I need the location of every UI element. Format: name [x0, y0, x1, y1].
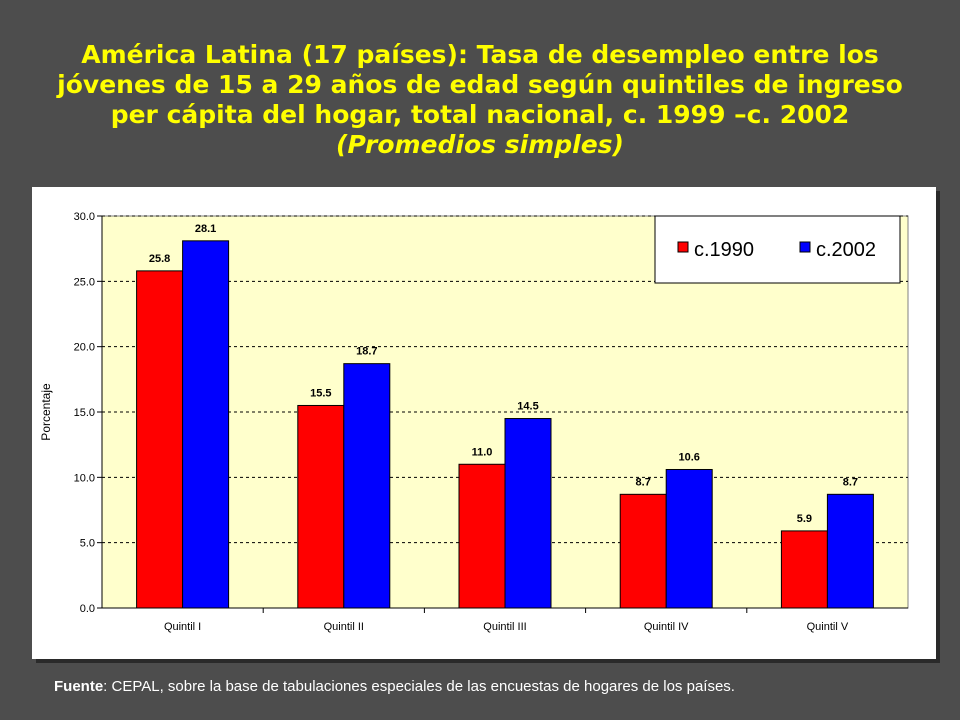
bar-chart: 0.0 5.0 10.0 15.0 20.0 25.0 30.0 Porcentaje 25.8… [39, 211, 909, 633]
legend [654, 215, 901, 284]
data-label: 11.0 [472, 446, 493, 458]
data-label: 5.9 [797, 513, 812, 525]
title-line-3: per cápita del hogar, total nacional, c.… [110, 100, 850, 129]
legend-label: c.2002 [816, 239, 876, 261]
x-tick-label: Quintil IV [644, 621, 689, 633]
bar [780, 530, 828, 609]
title-line-1: América Latina (17 países): Tasa de dese… [81, 40, 879, 69]
data-label: 25.8 [149, 253, 170, 265]
y-tick-label: 5.0 [80, 538, 95, 550]
x-tick-label: Quintil III [483, 621, 526, 633]
y-tick-label: 10.0 [74, 472, 95, 484]
source-label: Fuente [54, 678, 104, 695]
x-tick-label: Quintil II [324, 621, 364, 633]
data-label: 18.7 [356, 346, 377, 358]
source-text: : CEPAL, sobre la base de tabulaciones e… [103, 678, 735, 695]
chart-panel: 0.0 5.0 10.0 15.0 20.0 25.0 30.0 Porcentaje 25.8… [32, 187, 936, 659]
bar [297, 404, 345, 609]
y-tick-label: 0.0 [80, 603, 95, 615]
legend-swatch [677, 241, 689, 253]
chart-subtitle: (Promedios simples) [336, 130, 624, 159]
bar [665, 468, 713, 609]
chart-title: América Latina (17 países): Tasa de dese… [0, 40, 960, 160]
data-label: 14.5 [517, 401, 538, 413]
data-label: 8.7 [636, 476, 651, 488]
bar [136, 270, 184, 609]
x-tick-label: Quintil V [807, 621, 849, 633]
source-note: Fuente: CEPAL, sobre la base de tabulaci… [54, 678, 735, 695]
y-axis-label: Porcentaje [39, 383, 53, 441]
legend-swatch [799, 241, 811, 253]
x-tick-label: Quintil I [164, 621, 201, 633]
y-tick-label: 30.0 [74, 211, 95, 223]
bar [504, 418, 552, 609]
y-tick-label: 20.0 [74, 342, 95, 354]
bar [619, 493, 667, 609]
bar [182, 240, 230, 609]
data-label: 28.1 [195, 223, 216, 235]
data-label: 8.7 [843, 476, 858, 488]
data-label: 10.6 [678, 451, 699, 463]
bar [458, 463, 506, 609]
legend-label: c.1990 [694, 239, 754, 261]
bar [343, 363, 391, 609]
data-label: 15.5 [310, 387, 331, 399]
bar [826, 493, 874, 609]
y-tick-label: 15.0 [74, 407, 95, 419]
y-tick-label: 25.0 [74, 276, 95, 288]
title-line-2: jóvenes de 15 a 29 años de edad según qu… [57, 70, 903, 99]
